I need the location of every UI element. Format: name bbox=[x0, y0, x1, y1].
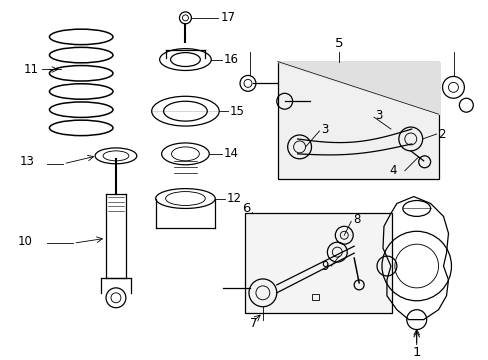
Text: 1: 1 bbox=[412, 346, 420, 359]
Text: 8: 8 bbox=[352, 213, 360, 226]
Text: 14: 14 bbox=[224, 147, 239, 160]
Text: 12: 12 bbox=[226, 192, 242, 205]
Text: 3: 3 bbox=[374, 109, 382, 122]
Text: 15: 15 bbox=[230, 105, 244, 118]
Text: 11: 11 bbox=[23, 63, 39, 76]
Text: 13: 13 bbox=[20, 155, 35, 168]
Text: 6: 6 bbox=[242, 202, 250, 215]
Text: 2: 2 bbox=[438, 127, 445, 140]
Text: 4: 4 bbox=[388, 164, 396, 177]
Text: 16: 16 bbox=[224, 53, 239, 66]
Bar bbox=[311, 294, 319, 300]
Text: 7: 7 bbox=[249, 317, 257, 330]
Text: 17: 17 bbox=[220, 12, 235, 24]
Polygon shape bbox=[277, 62, 438, 114]
Text: 3: 3 bbox=[321, 122, 328, 136]
Text: 10: 10 bbox=[18, 235, 33, 248]
Text: 9: 9 bbox=[321, 260, 328, 273]
Bar bbox=[277, 62, 438, 179]
Text: 5: 5 bbox=[334, 37, 343, 50]
Bar bbox=[244, 213, 391, 313]
